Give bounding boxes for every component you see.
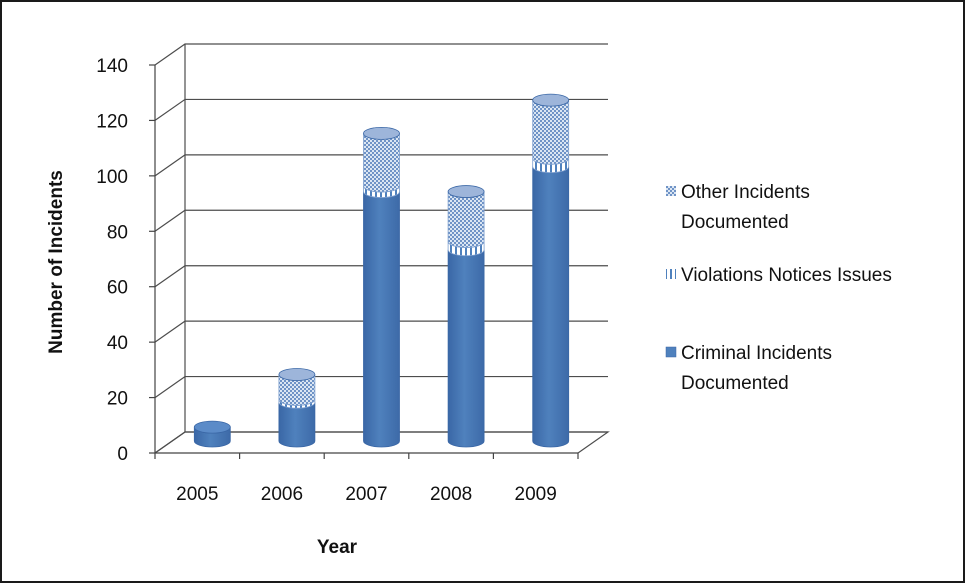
y-tick-label: 100	[96, 167, 128, 188]
bar-segment	[532, 166, 570, 448]
legend-label: Violations Notices Issues	[681, 265, 892, 286]
bar-segment	[278, 402, 316, 448]
bar-segment	[363, 133, 400, 193]
y-axis-title: Number of Incidents	[46, 170, 67, 354]
y-tick-label: 60	[107, 278, 128, 299]
x-tick-label: 2006	[261, 484, 303, 505]
bar-segment	[447, 249, 485, 448]
y-tick-label: 0	[117, 444, 128, 465]
legend-swatch	[666, 186, 676, 196]
legend-label: Criminal Incidents	[681, 343, 832, 364]
bar-top	[447, 185, 485, 198]
bar-top	[278, 368, 316, 381]
y-tick-label: 140	[96, 56, 128, 77]
legend-swatch	[666, 269, 676, 279]
legend-label: Documented	[681, 212, 789, 233]
legend-label: Documented	[681, 373, 789, 394]
bar-2005	[193, 420, 231, 448]
bar-2009	[532, 93, 570, 448]
bar-2006	[278, 368, 316, 448]
x-tick-label: 2005	[176, 484, 218, 505]
x-tick-label: 2009	[515, 484, 557, 505]
y-tick-label: 20	[107, 389, 128, 410]
y-tick-label: 40	[107, 333, 128, 354]
legend-swatch	[665, 346, 677, 358]
y-tick-label: 120	[96, 111, 128, 132]
bar-2008	[447, 185, 485, 448]
bar-top	[532, 93, 570, 107]
bar-top	[193, 420, 231, 434]
y-tick-label: 80	[107, 222, 128, 243]
bar-2007	[363, 126, 400, 448]
legend-label: Other Incidents	[681, 182, 810, 203]
bar-top	[363, 126, 400, 140]
x-tick-label: 2008	[430, 484, 472, 505]
bar-segment	[363, 191, 400, 448]
x-tick-label: 2007	[345, 484, 387, 505]
gridline	[154, 43, 608, 66]
bar-segment	[447, 191, 485, 248]
x-axis-title: Year	[317, 537, 358, 558]
bar-segment	[532, 100, 570, 165]
